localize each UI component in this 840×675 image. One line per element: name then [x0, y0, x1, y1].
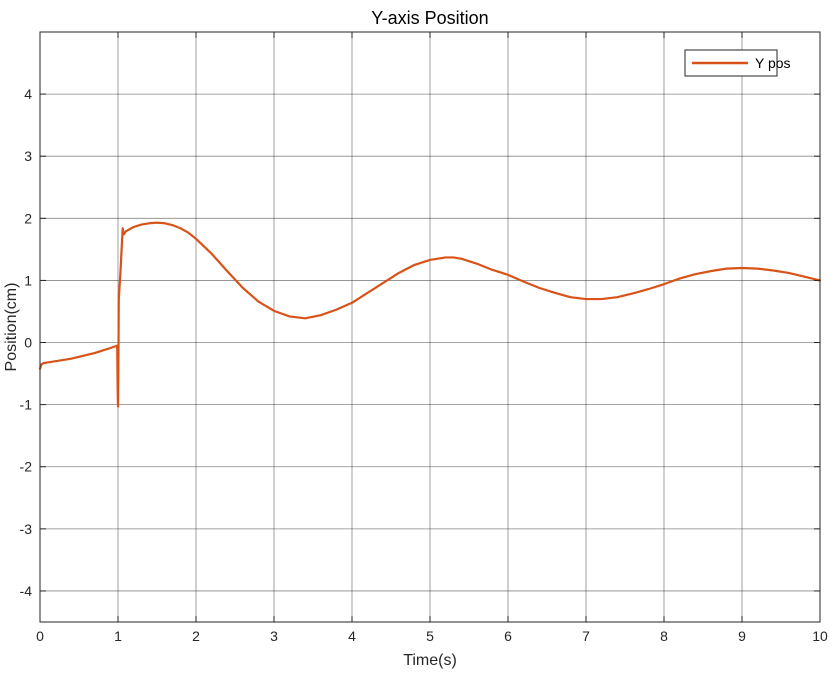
- x-tick-label: 4: [348, 628, 356, 644]
- y-axis-label: Position(cm): [3, 283, 20, 372]
- y-tick-label: 1: [24, 272, 32, 288]
- x-tick-label: 8: [660, 628, 668, 644]
- x-tick-label: 1: [114, 628, 122, 644]
- series-line-y-pos: [38, 221, 822, 408]
- series-layer: [38, 221, 822, 408]
- grid-lines: [40, 32, 820, 622]
- y-tick-label: -2: [20, 459, 33, 475]
- axis-ticks: 0 1 2 3 4 5 6 7 8 9 10 -4 -3 -2 -1 0 1 2 3 4: [20, 32, 828, 644]
- y-tick-label: 4: [24, 86, 32, 102]
- x-tick-label: 9: [738, 628, 746, 644]
- legend-label: Y pos: [755, 55, 791, 71]
- y-tick-label: -1: [20, 397, 33, 413]
- x-tick-label: 5: [426, 628, 434, 644]
- y-tick-label: 0: [24, 335, 32, 351]
- chart-title: Y-axis Position: [371, 8, 488, 28]
- x-axis-label: Time(s): [403, 652, 457, 669]
- x-tick-label: 2: [192, 628, 200, 644]
- x-tick-label: 7: [582, 628, 590, 644]
- y-tick-label: 2: [24, 210, 32, 226]
- x-tick-label: 10: [812, 628, 828, 644]
- x-tick-label: 6: [504, 628, 512, 644]
- legend: Y pos: [684, 49, 791, 77]
- y-tick-label: 3: [24, 148, 32, 164]
- y-tick-label: -4: [20, 583, 33, 599]
- y-tick-label: -3: [20, 521, 33, 537]
- x-tick-label: 3: [270, 628, 278, 644]
- x-tick-label: 0: [36, 628, 44, 644]
